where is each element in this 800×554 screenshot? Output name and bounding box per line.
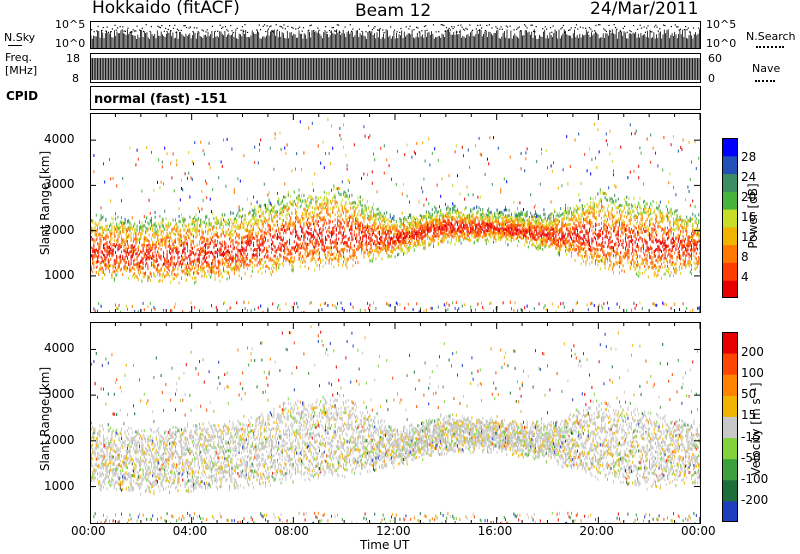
- velocity-colorbar: [722, 332, 738, 522]
- power-colorbar-tick: 16: [741, 210, 757, 224]
- x-tick-label: 12:00: [376, 524, 411, 538]
- nsearch-tick-top: 10^5: [706, 18, 737, 31]
- power-colorbar-tick: 12: [741, 230, 757, 244]
- x-tick-label: 04:00: [172, 524, 208, 538]
- velocity-plot: [90, 322, 701, 524]
- velocity-ytick-label: 1000: [44, 478, 75, 493]
- velocity-ylabel: Slant Range [km]: [38, 366, 52, 472]
- freq-label: Freq.: [5, 51, 33, 64]
- x-tick-label: 16:00: [477, 524, 513, 538]
- power-ytick-label: 2000: [44, 222, 75, 237]
- nave-dot-key: [755, 80, 775, 82]
- x-tick-label: 08:00: [274, 524, 309, 538]
- velocity-colorbar-tick: -15: [741, 429, 761, 444]
- power-colorbar: [722, 138, 738, 298]
- freq-unit: [MHz]: [5, 64, 38, 77]
- power-colorbar-tick: 24: [741, 170, 757, 184]
- power-ylabel: Slant Range [km]: [38, 150, 52, 256]
- freq-panel: [90, 53, 701, 83]
- x-axis-label: Time UT: [360, 538, 410, 552]
- velocity-colorbar-tick: 100: [741, 366, 764, 381]
- nave-tick-bottom: 0: [708, 72, 715, 85]
- power-colorbar-tick: 28: [741, 150, 757, 164]
- nsearch-label: N.Search: [746, 30, 796, 43]
- velocity-colorbar-tick: -200: [741, 492, 769, 507]
- x-tick-label: 00:00: [71, 524, 106, 538]
- nsearch-dot-key: [756, 46, 784, 48]
- power-ytick-label: 3000: [44, 177, 75, 192]
- nsky-label: N.Sky: [4, 31, 36, 44]
- freq-trace: [90, 58, 700, 80]
- velocity-ytick-label: 3000: [44, 387, 75, 402]
- nsky-line-key: [8, 45, 22, 46]
- power-colorbar-tick: 4: [741, 270, 749, 284]
- power-ytick-label: 1000: [44, 267, 75, 282]
- power-colorbar-tick: 8: [741, 250, 749, 264]
- power-ytick-label: 4000: [44, 132, 75, 147]
- velocity-colorbar-tick: 200: [741, 345, 764, 360]
- power-colorbar-tick: 20: [741, 190, 757, 204]
- x-tick-label: 20:00: [579, 524, 614, 538]
- nsky-trace: [90, 24, 700, 48]
- x-tick-label: 00:00: [681, 524, 716, 538]
- velocity-colorbar-tick: -50: [741, 450, 761, 465]
- freq-tick-bottom: 8: [72, 72, 79, 85]
- nsky-panel: [90, 21, 701, 49]
- power-colorbar-label: Power [dB]: [746, 183, 760, 249]
- velocity-colorbar-tick: -100: [741, 471, 769, 486]
- velocity-ytick-label: 2000: [44, 432, 75, 447]
- beam-title: Beam 12: [355, 1, 432, 21]
- date-title: 24/Mar/2011: [590, 0, 699, 19]
- power-plot: [90, 113, 701, 313]
- velocity-colorbar-label: Velocity [m s⁻¹]: [749, 382, 763, 476]
- radar-title: Hokkaido (fitACF): [92, 0, 240, 18]
- nsky-tick-top: 10^5: [55, 18, 86, 31]
- cpid-label: CPID: [6, 89, 39, 103]
- freq-tick-top: 18: [66, 52, 80, 65]
- velocity-ytick-label: 4000: [44, 341, 75, 356]
- cpid-mode: normal (fast) -151: [94, 92, 228, 107]
- nsearch-tick-bottom: 10^0: [706, 37, 737, 50]
- cpid-panel: [90, 86, 701, 110]
- velocity-colorbar-tick: 50: [741, 387, 757, 402]
- nsky-tick-bottom: 10^0: [55, 37, 86, 50]
- nave-label: Nave: [752, 62, 781, 75]
- velocity-colorbar-tick: 15: [741, 408, 757, 423]
- nave-tick-top: 60: [708, 52, 722, 65]
